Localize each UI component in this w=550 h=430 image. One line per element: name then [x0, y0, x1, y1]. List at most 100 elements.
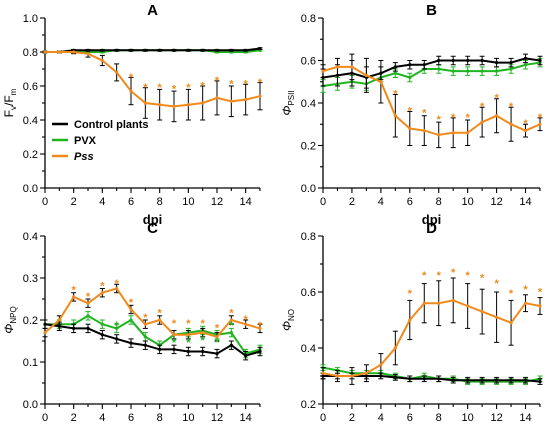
data-point	[422, 377, 426, 381]
series-line	[323, 375, 541, 383]
data-point	[115, 48, 119, 52]
y-axis-label: ΦNO	[280, 309, 296, 331]
data-point	[451, 131, 455, 135]
data-point	[215, 352, 219, 356]
data-point	[100, 333, 104, 337]
y-tick-label: 0.8	[23, 47, 38, 59]
data-point	[215, 96, 219, 100]
x-tick-label: 6	[128, 196, 134, 208]
x-tick-label: 12	[211, 196, 223, 208]
data-point	[321, 69, 325, 73]
panel-title: D	[426, 220, 437, 237]
data-point	[408, 318, 412, 322]
significance-star: *	[172, 318, 177, 330]
significance-star: *	[229, 320, 234, 332]
data-point	[244, 354, 248, 358]
data-point	[538, 58, 542, 63]
significance-star: *	[244, 79, 249, 91]
significance-star: *	[437, 270, 442, 282]
series-line	[45, 314, 261, 355]
data-point	[143, 343, 147, 347]
data-point	[451, 58, 455, 63]
significance-star: *	[158, 308, 163, 320]
x-tick-label: 14	[519, 196, 531, 208]
y-tick-label: 0.1	[23, 357, 38, 369]
significance-star: *	[408, 105, 413, 117]
data-point	[466, 304, 470, 308]
data-point	[509, 61, 513, 65]
data-point	[393, 114, 397, 118]
data-point	[523, 378, 528, 382]
significance-star: *	[480, 101, 485, 113]
x-axis-label: dpi	[143, 428, 163, 430]
significance-star: *	[523, 284, 528, 296]
data-point	[143, 335, 147, 339]
x-tick-label: 0	[320, 196, 326, 208]
x-tick-label: 0	[42, 412, 48, 424]
data-point	[451, 69, 455, 73]
y-tick-label: 0.2	[23, 315, 38, 327]
data-point	[422, 301, 426, 305]
panel-title: A	[147, 2, 158, 19]
significance-star: *	[422, 270, 427, 282]
data-point	[321, 371, 325, 375]
panel-d: D 0.2 0.4 0.6 0.8 0 2 4 6 8 10 12 14 dpi ΦNO * * * * * * * * * *	[280, 220, 543, 430]
y-axis-label: ΦPSII	[280, 90, 296, 115]
data-point	[437, 67, 441, 71]
data-point	[364, 73, 368, 77]
data-point	[186, 333, 190, 337]
data-point	[244, 98, 248, 102]
data-point	[72, 295, 76, 299]
y-tick-label: 0.6	[301, 56, 316, 68]
significance-star: *	[258, 320, 263, 332]
x-tick-label: 6	[407, 412, 413, 424]
y-tick-label: 0.0	[301, 183, 316, 195]
data-point	[509, 122, 513, 126]
legend-label-control-plants: Control plants	[74, 119, 149, 131]
data-point	[43, 50, 47, 54]
significance-star: *	[258, 77, 263, 89]
data-point	[86, 326, 90, 330]
x-axis-label: dpi	[422, 428, 442, 430]
series-line	[322, 61, 541, 87]
significance-star: *	[494, 93, 499, 105]
data-point	[466, 69, 470, 73]
data-point	[422, 129, 426, 133]
significance-star: *	[466, 270, 471, 282]
y-axis-label-sub: NPQ	[9, 306, 18, 323]
data-point	[379, 80, 383, 84]
data-point	[523, 301, 528, 305]
significance-star: *	[494, 278, 499, 290]
x-tick-label: 12	[490, 196, 502, 208]
significance-star: *	[158, 82, 163, 94]
x-tick-label: 14	[240, 196, 252, 208]
data-point	[172, 333, 176, 337]
data-point	[509, 67, 513, 71]
data-point	[158, 48, 162, 52]
data-point	[480, 58, 484, 63]
panel-c: C0.00.10.20.30.402468101214dpiΦNPQ******…	[2, 220, 263, 430]
data-point	[143, 48, 147, 52]
series-pss	[320, 53, 543, 149]
significance-star: *	[143, 312, 148, 324]
data-point	[186, 103, 190, 107]
data-point	[100, 48, 104, 52]
x-tick-label: 4	[99, 412, 105, 424]
data-point	[466, 58, 470, 63]
x-tick-label: 4	[378, 412, 384, 424]
data-point	[495, 69, 499, 73]
data-point	[408, 75, 412, 80]
data-point	[186, 48, 190, 52]
data-point	[538, 122, 542, 126]
significance-star: *	[509, 288, 514, 300]
data-point	[158, 318, 162, 322]
significance-star: *	[437, 114, 442, 126]
data-point	[480, 310, 484, 314]
y-tick-label: 0.4	[301, 343, 316, 355]
data-point	[129, 89, 133, 93]
data-point	[466, 131, 470, 135]
significance-star: *	[422, 108, 427, 120]
data-point	[480, 69, 484, 73]
significance-star: *	[201, 335, 206, 347]
